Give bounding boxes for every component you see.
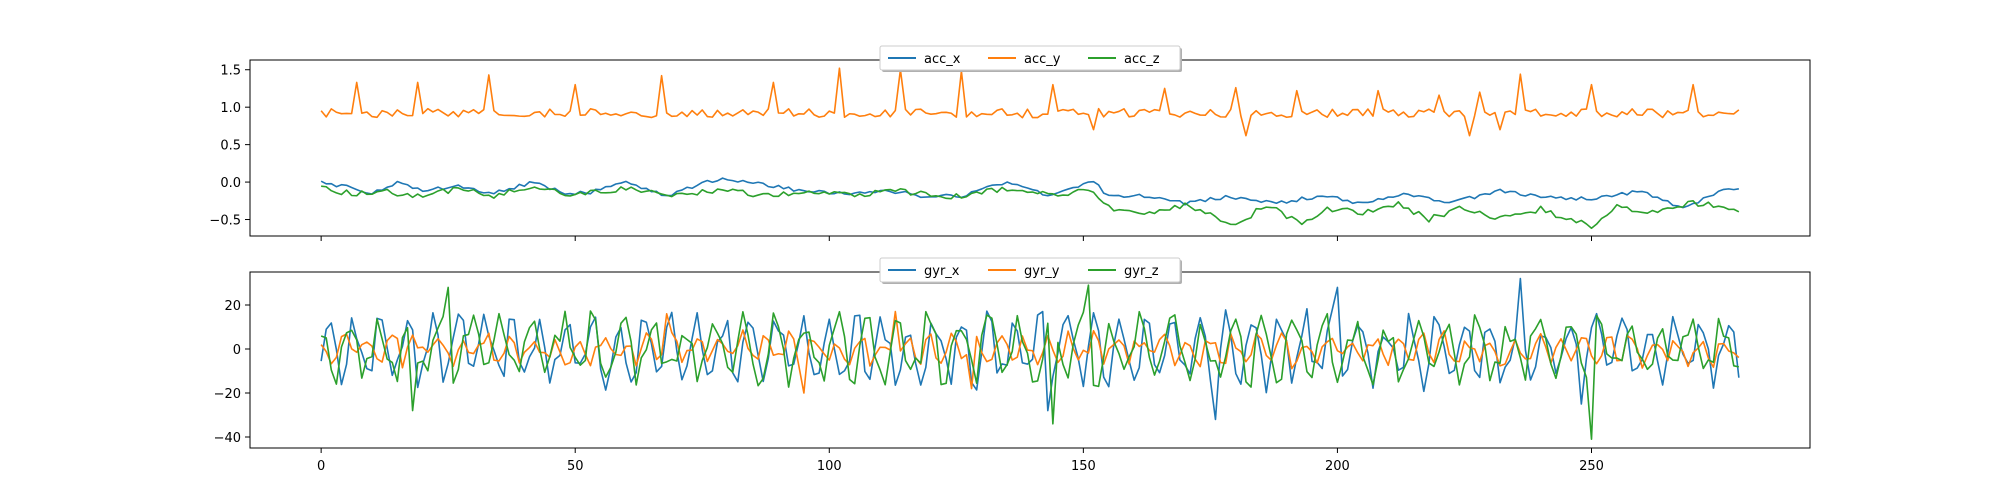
y-tick-label: 0.0 — [220, 176, 241, 191]
x-tick-label: 0 — [317, 459, 325, 474]
series-line-gyr_z — [320, 284, 1740, 440]
legend-label-gyr_z: gyr_z — [1124, 264, 1159, 279]
legend-label-acc_z: acc_z — [1124, 52, 1160, 67]
gyr-legend: gyr_x gyr_y gyr_z — [879, 257, 1182, 284]
series-line-acc_y — [320, 67, 1740, 137]
x-tick-label: 50 — [567, 459, 584, 474]
acc-plot-area — [320, 67, 1740, 230]
series-line-gyr_y — [320, 310, 1740, 394]
x-tick-label: 150 — [1071, 459, 1096, 474]
y-tick-label: 0 — [233, 343, 241, 358]
series-line-acc_x — [320, 177, 1739, 209]
y-tick-label: −40 — [214, 431, 241, 446]
series-line-acc_z — [321, 185, 1740, 230]
legend-label-gyr_y: gyr_y — [1024, 264, 1060, 279]
series-line-gyr_x — [320, 277, 1740, 421]
y-tick-label: 20 — [224, 299, 241, 314]
acc-subplot: 1.5 1.0 0.5 0.0 −0.5 acc_x acc_y acc_z — [209, 45, 1811, 241]
x-tick-label: 250 — [1579, 459, 1604, 474]
x-tick-label: 200 — [1325, 459, 1350, 474]
x-tick-label: 100 — [817, 459, 842, 474]
y-tick-label: 0.5 — [220, 139, 241, 154]
gyr-plot-area — [320, 277, 1740, 440]
y-tick-label: 1.5 — [220, 64, 241, 79]
legend-box — [879, 257, 1181, 283]
y-tick-label: 1.0 — [220, 101, 241, 116]
legend-label-acc_y: acc_y — [1024, 52, 1061, 67]
y-tick-label: −0.5 — [209, 214, 241, 229]
legend-box — [879, 45, 1181, 71]
y-tick-label: −20 — [214, 387, 241, 402]
legend-label-gyr_x: gyr_x — [924, 264, 960, 279]
legend-label-acc_x: acc_x — [924, 52, 961, 67]
acc-legend: acc_x acc_y acc_z — [879, 45, 1182, 72]
